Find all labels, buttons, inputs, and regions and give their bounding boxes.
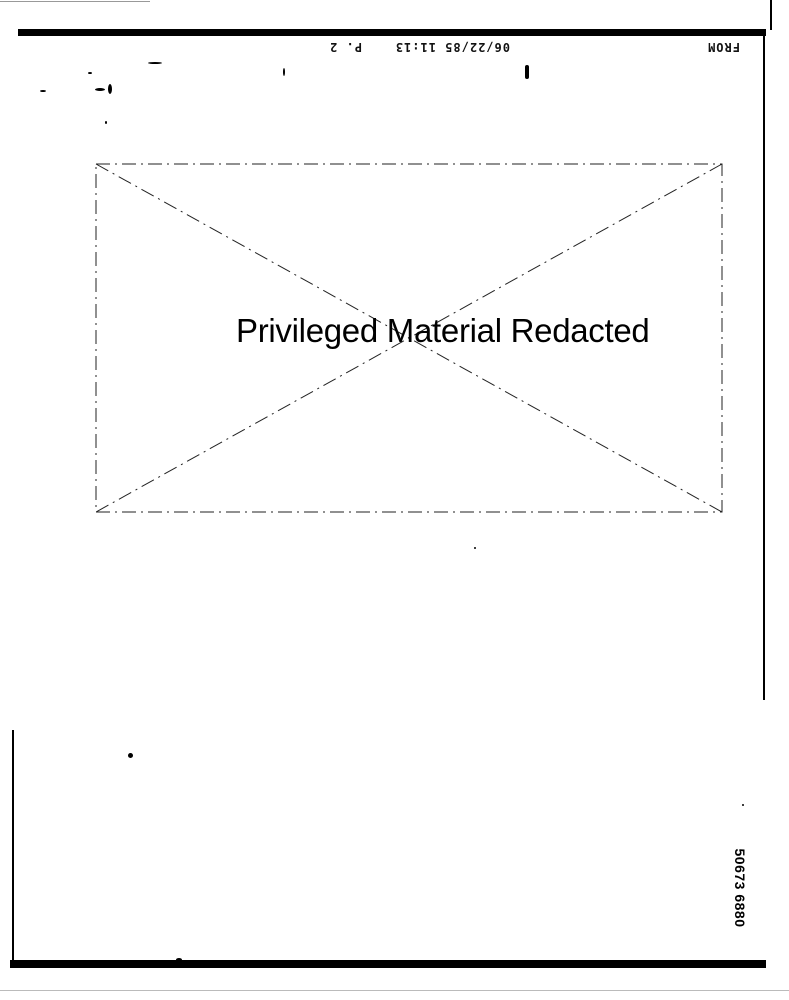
fax-bottom-border [10,960,766,968]
scan-speck [95,88,105,91]
redaction-box-border [95,163,723,513]
fax-top-border [18,29,766,36]
scan-speck [525,65,529,79]
scan-speck [128,753,133,758]
scan-speck [105,121,107,124]
scan-edge-right-top [770,0,772,30]
scan-speck [176,958,182,961]
fax-header: FROM 06/22/85 11:13 P. 2 [300,40,740,54]
scan-speck [474,547,476,549]
redaction-box-graphic [95,163,723,513]
redaction-box [95,163,723,513]
scan-speck [88,72,92,74]
fax-timestamp-line: 06/22/85 11:13 P. 2 [329,40,510,54]
scan-speck [108,84,112,94]
scan-edge-bottom [0,990,789,991]
fax-page-number: P. 2 [329,40,362,54]
fax-timestamp: 06/22/85 11:13 [394,40,510,54]
bates-number: 50673 6880 [732,848,748,928]
fax-left-border [12,730,14,966]
scan-edge-top [0,1,150,2]
redaction-label: Privileged Material Redacted [236,312,650,349]
fax-right-border [763,30,765,700]
scan-speck [40,90,46,92]
redaction-cross-line [95,163,723,513]
scan-speck [742,804,744,806]
fax-from-label: FROM [707,40,740,54]
scan-speck [283,68,285,76]
scan-speck [148,62,162,64]
